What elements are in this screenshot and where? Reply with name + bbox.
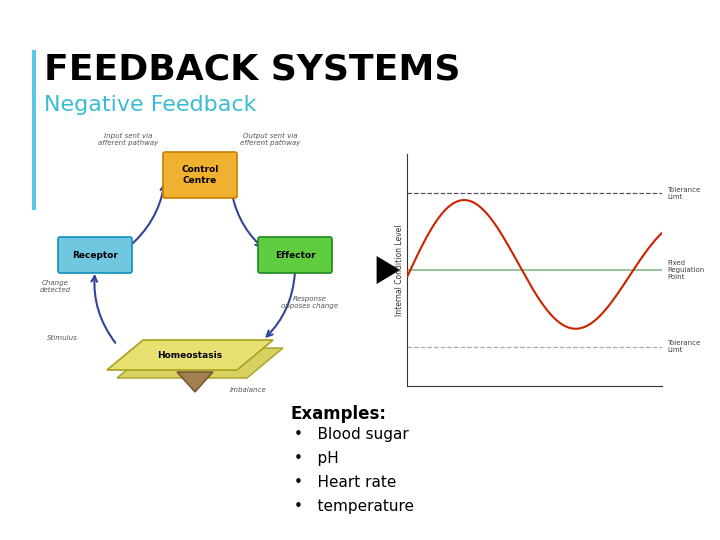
Text: Input sent via
afferent pathway: Input sent via afferent pathway (98, 133, 158, 146)
Text: Control
Centre: Control Centre (181, 165, 219, 185)
Text: Homeostasis: Homeostasis (158, 350, 222, 360)
Text: Output sent via
efferent pathway: Output sent via efferent pathway (240, 133, 300, 146)
Text: FEEDBACK SYSTEMS: FEEDBACK SYSTEMS (44, 53, 461, 87)
Text: •   temperature: • temperature (294, 499, 414, 514)
Text: •   Heart rate: • Heart rate (294, 475, 397, 490)
FancyBboxPatch shape (258, 237, 332, 273)
Polygon shape (177, 372, 213, 392)
Text: Fixed
Regulation
Point: Fixed Regulation Point (667, 260, 705, 280)
FancyBboxPatch shape (58, 237, 132, 273)
Polygon shape (107, 340, 273, 370)
Text: Imbalance: Imbalance (230, 387, 266, 393)
Text: Change
detected: Change detected (40, 280, 71, 293)
Text: •   Blood sugar: • Blood sugar (294, 427, 409, 442)
Text: Tolerance
Limt: Tolerance Limt (667, 340, 701, 353)
Text: Receptor: Receptor (72, 251, 118, 260)
Text: Response
opposes change: Response opposes change (282, 296, 338, 309)
Text: Examples:: Examples: (290, 405, 386, 423)
Text: •   pH: • pH (294, 451, 338, 466)
Polygon shape (348, 256, 400, 284)
Bar (32, 50, 36, 210)
Text: Stimulus: Stimulus (47, 335, 77, 341)
Text: Tolerance
Limt: Tolerance Limt (667, 187, 701, 200)
FancyBboxPatch shape (163, 152, 237, 198)
Text: Effector: Effector (275, 251, 315, 260)
Polygon shape (117, 348, 283, 378)
Text: Negative Feedback: Negative Feedback (44, 95, 256, 115)
Y-axis label: Internal Condition Level: Internal Condition Level (395, 224, 404, 316)
